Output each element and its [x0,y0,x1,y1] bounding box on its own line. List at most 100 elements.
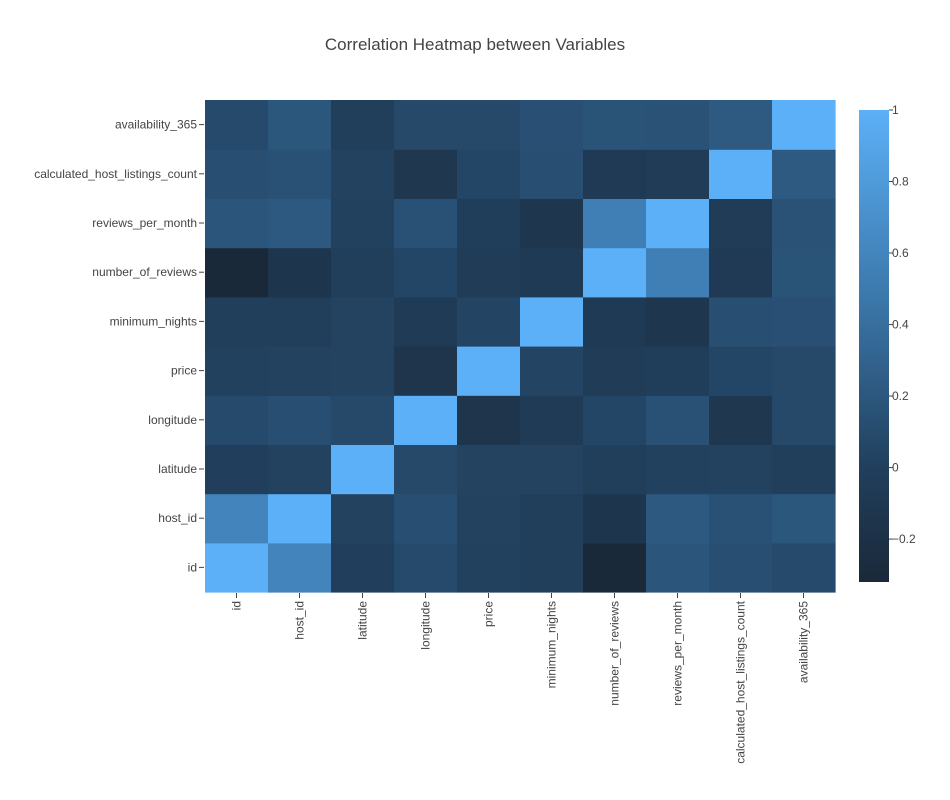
heatmap-cell-calculated_host_listings_count-host_id [268,149,332,199]
heatmap-cell-longitude-reviews_per_month [646,395,710,445]
heatmap-cell-price-host_id [268,346,332,396]
heatmap-cell-reviews_per_month-calculated_host_listings_count [709,198,773,249]
y-tick-label: id [188,560,197,574]
heatmap-cell-price-latitude [331,346,395,396]
heatmap-cell-reviews_per_month-host_id [268,198,332,249]
heatmap-cell-longitude-availability_365 [772,395,836,445]
y-tick-label: calculated_host_listings_count [34,167,197,181]
heatmap-cell-host_id-latitude [331,493,395,544]
heatmap-cell-latitude-longitude [394,444,458,495]
heatmap-cell-longitude-host_id [268,395,332,445]
heatmap-cell-reviews_per_month-latitude [331,198,395,249]
heatmap-cell-availability_365-latitude [331,100,395,150]
heatmap-cell-availability_365-availability_365 [772,100,836,150]
heatmap-cell-calculated_host_listings_count-id [205,149,269,199]
heatmap-cell-availability_365-price [457,100,521,150]
heatmap-cell-calculated_host_listings_count-latitude [331,149,395,199]
heatmap-cell-availability_365-number_of_reviews [583,100,647,150]
y-tick-label: minimum_nights [110,314,197,328]
heatmap-cell-number_of_reviews-reviews_per_month [646,247,710,298]
heatmap-cell-number_of_reviews-host_id [268,247,332,298]
heatmap-cell-reviews_per_month-id [205,198,269,249]
heatmap-cell-reviews_per_month-number_of_reviews [583,198,647,249]
heatmap-cell-latitude-availability_365 [772,444,836,495]
heatmap-cell-host_id-calculated_host_listings_count [709,493,773,544]
heatmap-cell-host_id-reviews_per_month [646,493,710,544]
heatmap-cell-availability_365-reviews_per_month [646,100,710,150]
x-tick-label: reviews_per_month [671,601,685,706]
heatmap-cell-number_of_reviews-minimum_nights [520,247,584,298]
heatmap-cell-id-minimum_nights [520,542,584,593]
heatmap-cell-calculated_host_listings_count-reviews_per_month [646,149,710,199]
y-tick-label: longitude [148,413,197,427]
y-tick-label: host_id [158,511,197,525]
y-tick-label: price [171,364,197,378]
heatmap-cell-reviews_per_month-availability_365 [772,198,836,249]
x-tick-label: minimum_nights [545,601,559,688]
heatmap-cell-id-id [205,542,269,593]
heatmap-cell-latitude-price [457,444,521,495]
heatmap-cell-number_of_reviews-price [457,247,521,298]
heatmap-cell-longitude-calculated_host_listings_count [709,395,773,445]
heatmap-cell-calculated_host_listings_count-minimum_nights [520,149,584,199]
colorbar-tick-label: 1 [892,103,899,117]
x-tick-label: longitude [419,601,433,650]
heatmap-cell-id-availability_365 [772,542,836,593]
heatmap-cell-availability_365-id [205,100,269,150]
colorbar-tick-label: 0.6 [892,246,909,260]
heatmap-cell-price-id [205,346,269,396]
heatmap-cell-host_id-number_of_reviews [583,493,647,544]
heatmap-cell-longitude-longitude [394,395,458,445]
heatmap-cell-price-number_of_reviews [583,346,647,396]
colorbar-gradient [859,110,889,582]
heatmap-cell-availability_365-longitude [394,100,458,150]
heatmap-cell-id-latitude [331,542,395,593]
x-tick-label: price [482,601,496,627]
colorbar-tick-label: 0 [892,461,899,475]
heatmap-cell-availability_365-host_id [268,100,332,150]
heatmap-cell-minimum_nights-host_id [268,296,332,347]
heatmap-cell-longitude-latitude [331,395,395,445]
heatmap-cells [205,100,836,593]
heatmap-cell-calculated_host_listings_count-price [457,149,521,199]
x-tick-label: latitude [356,601,370,640]
colorbar: 1 0.8 0.6 0.4 0.2 0 −0.2 [859,103,916,582]
heatmap-cell-minimum_nights-calculated_host_listings_count [709,296,773,347]
x-tick-label: availability_365 [797,601,811,683]
y-tick-label: availability_365 [115,118,197,132]
heatmap-cell-minimum_nights-number_of_reviews [583,296,647,347]
heatmap-cell-price-minimum_nights [520,346,584,396]
heatmap-cell-host_id-minimum_nights [520,493,584,544]
heatmap-cell-latitude-calculated_host_listings_count [709,444,773,495]
heatmap-cell-price-longitude [394,346,458,396]
colorbar-tick-label: 0.8 [892,175,909,189]
heatmap-cell-number_of_reviews-longitude [394,247,458,298]
heatmap-cell-id-calculated_host_listings_count [709,542,773,593]
chart-title: Correlation Heatmap between Variables [325,35,625,54]
heatmap-cell-latitude-minimum_nights [520,444,584,495]
heatmap-cell-longitude-number_of_reviews [583,395,647,445]
heatmap-cell-id-host_id [268,542,332,593]
heatmap-cell-calculated_host_listings_count-calculated_host_listings_count [709,149,773,199]
heatmap-cell-calculated_host_listings_count-number_of_reviews [583,149,647,199]
heatmap-cell-calculated_host_listings_count-longitude [394,149,458,199]
x-tick-label: calculated_host_listings_count [734,600,748,763]
heatmap-cell-price-availability_365 [772,346,836,396]
heatmap-cell-minimum_nights-price [457,296,521,347]
heatmap-cell-price-calculated_host_listings_count [709,346,773,396]
y-tick-label: latitude [158,462,197,476]
y-tick-label: number_of_reviews [92,265,197,279]
heatmap-cell-minimum_nights-longitude [394,296,458,347]
colorbar-tick-label: 0.4 [892,318,909,332]
heatmap-cell-price-price [457,346,521,396]
y-axis: id host_id latitude longitude price minimum_n… [34,118,204,574]
heatmap-cell-number_of_reviews-latitude [331,247,395,298]
heatmap-cell-reviews_per_month-minimum_nights [520,198,584,249]
x-tick-label: host_id [293,601,307,640]
heatmap-cell-latitude-latitude [331,444,395,495]
heatmap-cell-number_of_reviews-calculated_host_listings_count [709,247,773,298]
heatmap-cell-host_id-longitude [394,493,458,544]
heatmap-cell-host_id-price [457,493,521,544]
heatmap-cell-id-price [457,542,521,593]
